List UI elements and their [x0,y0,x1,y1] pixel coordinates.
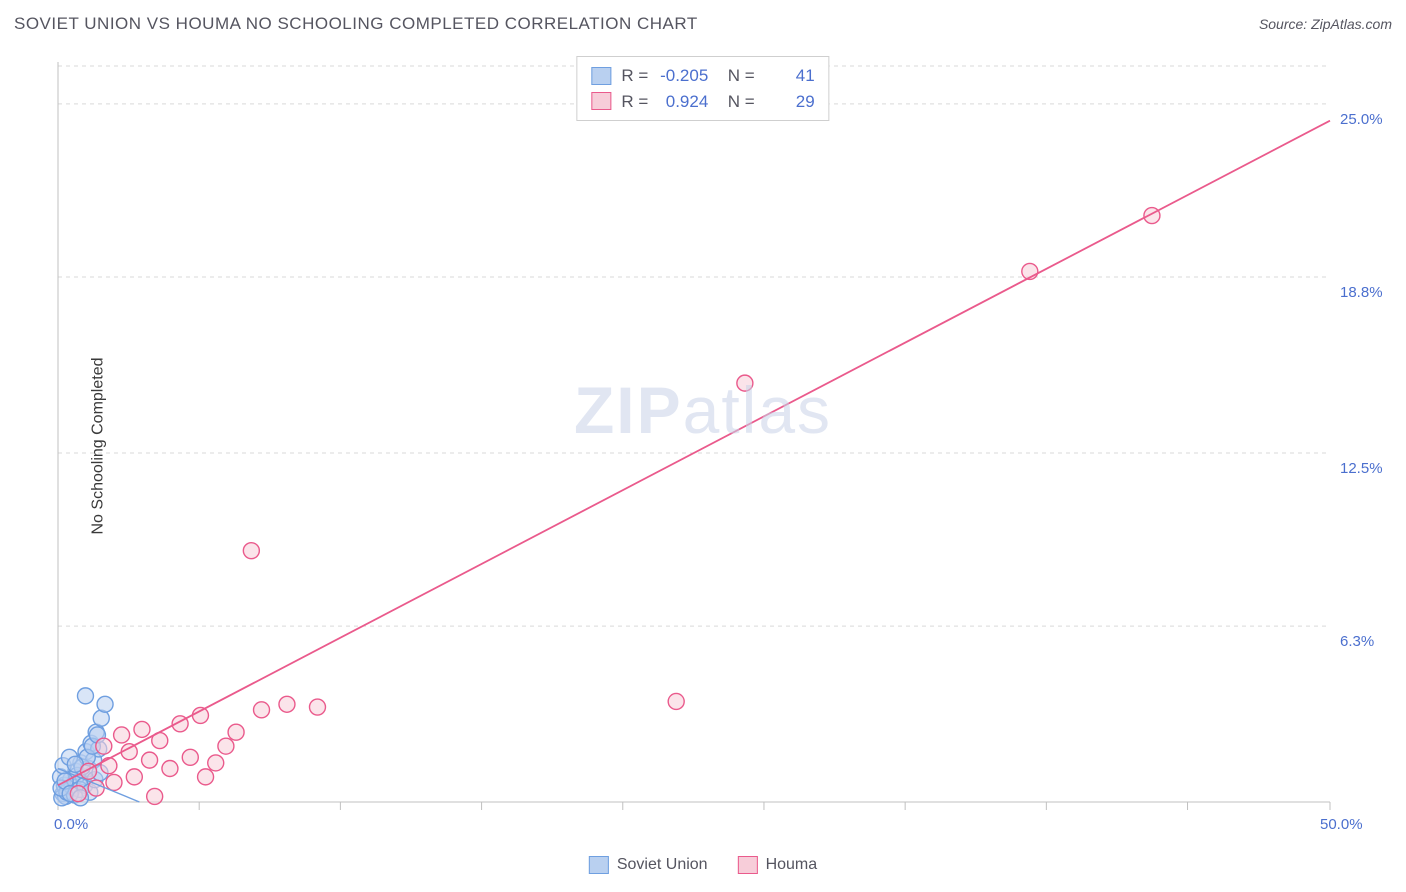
svg-text:18.8%: 18.8% [1340,284,1383,301]
legend-item: Houma [738,856,818,874]
svg-text:6.3%: 6.3% [1340,633,1374,650]
stat-n-value: 41 [765,63,815,89]
stat-r-value: -0.205 [658,63,708,89]
stats-row: R = -0.205 N = 41 [591,63,814,89]
stats-row: R = 0.924 N = 29 [591,89,814,115]
svg-text:12.5%: 12.5% [1340,460,1383,477]
legend-label: Houma [766,856,818,874]
legend-item: Soviet Union [589,856,708,874]
swatch-icon [589,856,609,874]
swatch-icon [591,67,611,85]
stat-r-value: 0.924 [658,89,708,115]
chart-plot-area: 6.3% 12.5% 18.8% 25.0% [50,52,1390,832]
svg-text:25.0%: 25.0% [1340,111,1383,128]
stat-n-label: N = [718,89,754,115]
stats-legend-box: R = -0.205 N = 41 R = 0.924 N = 29 [576,56,829,121]
chart-title: SOVIET UNION VS HOUMA NO SCHOOLING COMPL… [14,14,698,34]
scatter-chart-svg: 6.3% 12.5% 18.8% 25.0% [50,52,1390,832]
bottom-legend: Soviet Union Houma [589,856,817,874]
stat-r-label: R = [621,63,648,89]
source-label: Source: ZipAtlas.com [1259,16,1392,32]
stat-n-label: N = [718,63,754,89]
swatch-icon [591,92,611,110]
stat-n-value: 29 [765,89,815,115]
stat-r-label: R = [621,89,648,115]
axis-tick-label: 0.0% [54,816,88,833]
axis-tick-label: 50.0% [1320,816,1363,833]
legend-label: Soviet Union [617,856,708,874]
swatch-icon [738,856,758,874]
